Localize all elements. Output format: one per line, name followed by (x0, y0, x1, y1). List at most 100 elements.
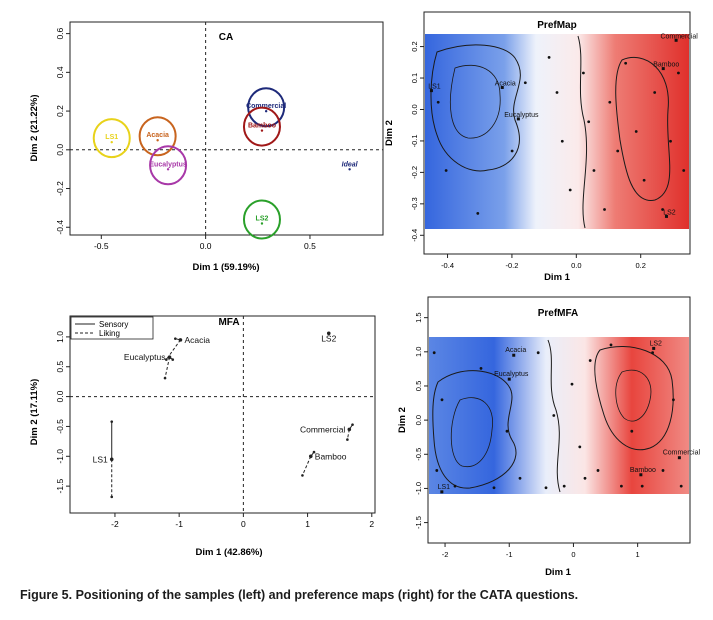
mfa-sensory-end-bamboo (312, 450, 316, 454)
prefmfa-consumer-dot (651, 351, 654, 355)
ca-plot-frame (69, 21, 384, 236)
prefmap-consumer-dot (682, 169, 686, 172)
prefmfa-consumer-dot (672, 398, 675, 402)
ca-point-commercial (264, 110, 268, 113)
ca-ytick-label: 0.0 (55, 144, 65, 156)
prefmfa-point-commercial (677, 456, 681, 460)
mfa-sensory-end-acacia (174, 337, 177, 340)
prefmap-consumer-dot (634, 130, 638, 133)
prefmfa-label-bamboo: Bamboo (630, 467, 656, 474)
ca-point-ls2 (260, 222, 264, 225)
mfa-label-eucalyptus: Eucalyptus (124, 352, 166, 362)
prefmap-title: PrefMap (537, 20, 576, 31)
prefmfa-heat-surface (429, 337, 689, 494)
mfa-ytick-label: -1.0 (55, 449, 65, 464)
prefmap-ytick-label: 0.1 (410, 73, 419, 83)
prefmfa-consumer-dot (620, 484, 623, 488)
prefmap-label-commercial: Commercial (660, 33, 698, 40)
prefmfa-xtick-label: 1 (636, 550, 640, 559)
prefmap-consumer-dot (560, 139, 564, 143)
prefmfa-title: PrefMFA (538, 308, 579, 319)
ca-label-commercial: Commercial (246, 103, 286, 110)
prefmap-consumer-dot (555, 91, 559, 94)
prefmfa-point-ls2 (652, 346, 656, 350)
prefmap-ytick-label: 0.0 (410, 104, 419, 114)
prefmap-xtick-label: -0.4 (441, 261, 454, 270)
ca-label-acacia: Acacia (146, 132, 169, 139)
prefmap-contour-high (615, 57, 671, 201)
prefmfa-ytick-label: -1.5 (414, 516, 423, 529)
prefmfa-contour-high-inner (615, 369, 652, 422)
prefmfa-point-eucalyptus (507, 377, 511, 381)
mfa-label-acacia: Acacia (184, 335, 210, 345)
prefmap-outer-frame (423, 11, 691, 255)
mfa-liking-end-ls1 (110, 495, 114, 499)
prefmfa-consumer-dot (570, 382, 574, 386)
prefmfa-xtick-label: -1 (506, 550, 513, 559)
prefmfa-label-ls1: LS1 (438, 484, 451, 491)
mfa-sensory-end-commercial (351, 423, 354, 426)
prefmap-label-acacia: Acacia (495, 80, 516, 87)
prefmap-contour-low (430, 44, 521, 172)
prefmap-label-ls2: LS2 (663, 209, 676, 216)
ca-ellipse-bamboo (242, 106, 281, 147)
mfa-label-ls1: LS1 (93, 454, 108, 464)
ca-xtick-label: 0.5 (304, 241, 316, 251)
prefmfa-consumer-dot (505, 429, 509, 433)
prefmfa-ytick-label: 0.5 (414, 381, 423, 391)
prefmfa-label-ls2: LS2 (649, 340, 662, 347)
prefmap-consumer-dot (624, 61, 628, 65)
prefmap-point-eucalyptus (516, 117, 520, 121)
ca-ytick-label: 0.4 (55, 66, 65, 78)
prefmap-xtick-label: 0.2 (635, 261, 645, 270)
prefmap-consumer-dot (587, 120, 591, 124)
prefmap-heat-surface (425, 34, 689, 229)
mfa-plot-frame (69, 315, 376, 514)
prefmfa-plot: PrefMFA Dim 1 Dim 2 -2 -1 0 1 -1.5 -1.0 -0.5 0.… (397, 296, 700, 578)
ca-point-eucalyptus (166, 168, 170, 171)
mfa-liking-end-eucalyptus (163, 376, 167, 380)
mfa-label-ls2: LS2 (321, 333, 336, 343)
prefmap-consumer-dot (653, 91, 657, 94)
prefmap-contour-mid (577, 35, 588, 229)
prefmap-xlabel: Dim 1 (544, 272, 571, 283)
prefmfa-ytick-label: -1.0 (414, 482, 423, 495)
prefmfa-ytick-label: 1.0 (414, 347, 423, 357)
prefmfa-label-acacia: Acacia (505, 347, 526, 354)
ca-ellipse-acacia (138, 116, 177, 157)
mfa-ytick-label: -1.5 (55, 479, 65, 494)
mfa-plot: MFA Dim 1 (42.86%) Dim 2 (17.11%) Sensor… (29, 315, 376, 558)
mfa-xlabel: Dim 1 (42.86%) (195, 547, 262, 558)
ca-label-ls1: LS1 (105, 134, 118, 141)
prefmap-ytick-label: 0.2 (410, 41, 419, 51)
prefmap-consumer-dot (616, 149, 620, 153)
mfa-title: MFA (218, 317, 239, 328)
mfa-xtick-label: -2 (111, 519, 119, 529)
prefmfa-contour-high (594, 346, 674, 451)
mfa-label-bamboo: Bamboo (315, 451, 347, 461)
prefmfa-consumer-dot (440, 398, 444, 402)
prefmfa-xtick-label: 0 (571, 550, 575, 559)
prefmap-consumer-dot (510, 149, 514, 153)
figure-canvas: CA Dim 1 (59.19%) Dim 2 (21.22%) -0.5 0.0… (29, 11, 700, 578)
ca-point-bamboo (260, 129, 264, 132)
prefmap-consumer-dot (444, 169, 448, 172)
mfa-point-eucalyptus (167, 355, 172, 359)
prefmfa-consumer-dot (492, 486, 496, 490)
prefmfa-contour-mid (547, 339, 561, 493)
mfa-liking-segment-bamboo (301, 456, 312, 476)
ca-ytick-label: -0.4 (55, 220, 65, 235)
mfa-sensory-end-eucalyptus (171, 358, 175, 361)
mfa-xtick-label: -1 (175, 519, 183, 529)
prefmap-point-ls1 (429, 89, 433, 93)
prefmap-ytick-label: -0.4 (410, 229, 419, 242)
mfa-xtick-label: 0 (241, 519, 246, 529)
prefmap-consumer-dot (568, 188, 572, 192)
ca-ytick-label: -0.2 (55, 181, 65, 196)
prefmfa-contour-low-inner (450, 397, 494, 468)
prefmfa-consumer-dot (630, 429, 634, 433)
prefmap-consumer-dot (436, 100, 440, 104)
mfa-point-acacia (178, 338, 183, 342)
ca-xlabel: Dim 1 (59.19%) (192, 262, 259, 273)
ca-ellipse-ls2 (242, 199, 281, 240)
